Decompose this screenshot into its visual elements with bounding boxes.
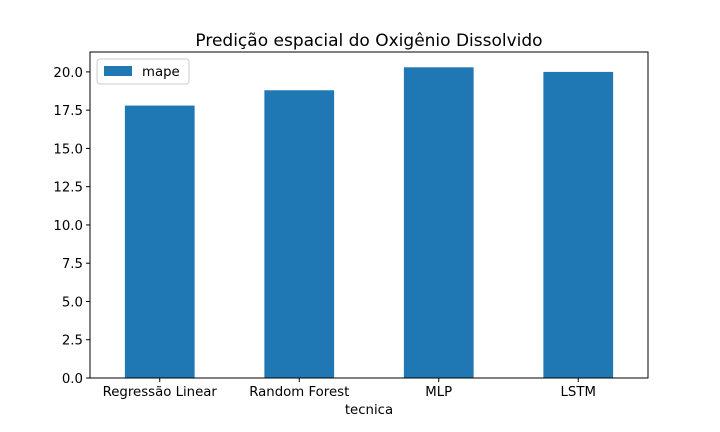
y-tick-label: 17.5 bbox=[53, 104, 83, 119]
y-tick-label: 2.5 bbox=[62, 334, 83, 349]
x-axis: Regressão Linear Random Forest MLP LSTM bbox=[103, 378, 596, 400]
y-tick-label: 15.0 bbox=[53, 142, 83, 157]
bar bbox=[403, 67, 474, 378]
bar bbox=[124, 105, 195, 378]
plot-frame bbox=[89, 51, 649, 379]
legend-swatch bbox=[104, 66, 132, 76]
legend-label: mape bbox=[142, 65, 180, 80]
y-axis: 0.0 2.5 5.0 7.5 10.0 12.5 15.0 17.5 20.0 bbox=[53, 66, 90, 387]
x-axis-label: tecnica bbox=[345, 403, 393, 418]
y-tick-label: 10.0 bbox=[53, 219, 83, 234]
x-tick-label: LSTM bbox=[561, 385, 596, 400]
y-tick-label: 5.0 bbox=[62, 295, 83, 310]
y-tick-label: 20.0 bbox=[53, 66, 83, 81]
x-tick-label: MLP bbox=[425, 385, 452, 400]
y-tick-label: 7.5 bbox=[62, 257, 83, 272]
bar bbox=[543, 71, 614, 379]
bars-layer bbox=[124, 67, 614, 379]
legend-frame bbox=[96, 58, 190, 85]
legend: mape bbox=[96, 58, 190, 85]
x-tick-label: Random Forest bbox=[249, 385, 349, 400]
y-tick-label: 0.0 bbox=[62, 372, 83, 387]
chart-title: Predição espacial do Oxigênio Dissolvido bbox=[195, 31, 542, 51]
bar bbox=[264, 90, 335, 378]
x-tick-label: Regressão Linear bbox=[103, 385, 218, 400]
y-tick-label: 12.5 bbox=[53, 181, 83, 196]
